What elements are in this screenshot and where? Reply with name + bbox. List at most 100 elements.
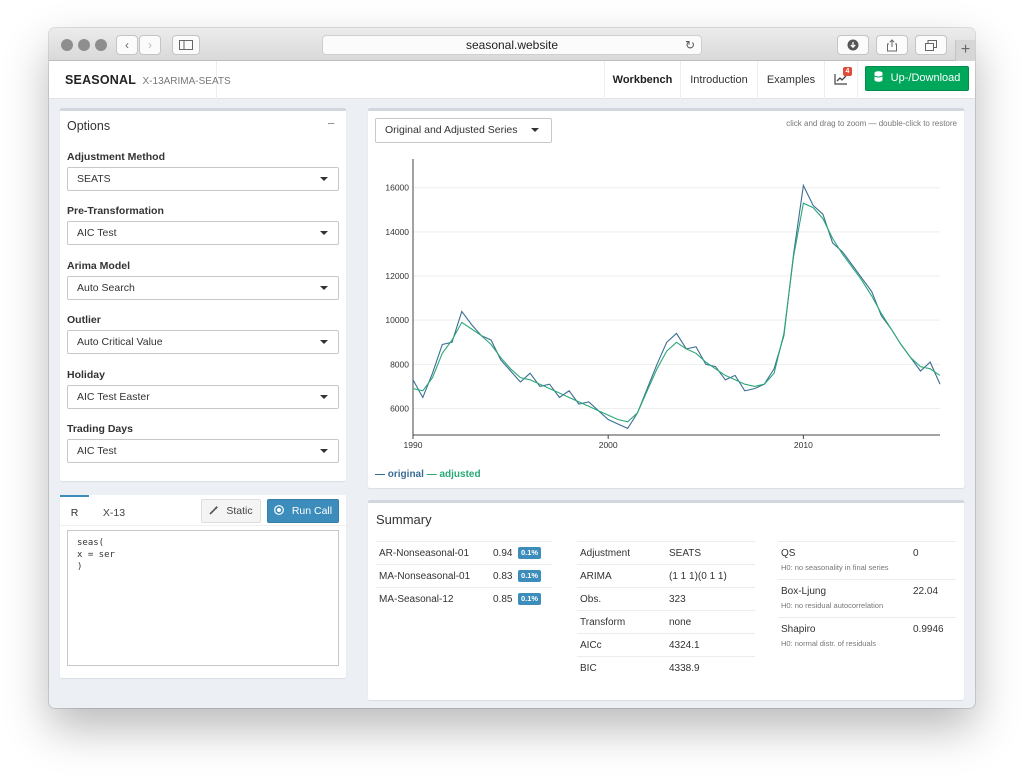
code-line: ) [77, 562, 83, 572]
legend-original: — original [375, 469, 424, 480]
forward-button[interactable]: › [139, 35, 161, 55]
updown-button[interactable]: Up-/Download [865, 66, 969, 91]
coef-row: MA-Seasonal-12 0.85 0.1% [376, 587, 552, 610]
close-window-icon[interactable] [61, 39, 73, 51]
options-panel: Options − Adjustment Method SEATS Pre-Tr… [60, 108, 346, 481]
arima-model-select[interactable]: Auto Search [67, 276, 339, 300]
model-row: Transform none [577, 610, 755, 633]
run-call-button[interactable]: Run Call [267, 499, 339, 523]
adjustment-method-label: Adjustment Method [67, 151, 165, 163]
tab-r[interactable]: R [60, 495, 89, 525]
coef-value: 0.94 [493, 548, 513, 559]
test-name: Shapiro [781, 624, 816, 635]
model-value: none [669, 617, 692, 628]
share-button[interactable] [876, 35, 908, 55]
tab-x13[interactable]: X-13 [102, 507, 126, 519]
code-editor[interactable]: seas( x = ser ) [67, 530, 339, 666]
test-value: 0 [913, 548, 919, 559]
pre-transformation-select[interactable]: AIC Test [67, 221, 339, 245]
adjustment-method-select[interactable]: SEATS [67, 167, 339, 191]
caret-down-icon [531, 128, 539, 132]
holiday-select[interactable]: AIC Test Easter [67, 385, 339, 409]
y-tick-label: 8000 [390, 359, 409, 369]
new-tab-button[interactable]: + [955, 40, 975, 61]
magic-wand-icon [209, 505, 219, 515]
model-name: Transform [580, 617, 626, 628]
trading-days-value: AIC Test [77, 445, 117, 457]
model-value: 4324.1 [669, 640, 700, 651]
tab-divider [60, 525, 346, 526]
static-button[interactable]: Static [201, 499, 261, 523]
coef-value: 0.85 [493, 594, 513, 605]
model-value: 323 [669, 594, 686, 605]
holiday-label: Holiday [67, 369, 105, 381]
model-value: 4338.9 [669, 663, 700, 674]
trading-days-select[interactable]: AIC Test [67, 439, 339, 463]
coef-row: MA-Nonseasonal-01 0.83 0.1% [376, 564, 552, 587]
coef-name: MA-Seasonal-12 [379, 594, 454, 605]
test-name: QS [781, 548, 796, 559]
call-toolbar: Static Run Call [60, 495, 346, 525]
brand-title: SEASONAL [65, 73, 137, 87]
caret-down-icon [320, 449, 328, 453]
caret-down-icon [320, 395, 328, 399]
brand[interactable]: SEASONAL X-13ARIMA-SEATS [49, 61, 231, 99]
downloads-button[interactable] [837, 35, 869, 55]
static-label: Static [226, 505, 253, 517]
holiday-value: AIC Test Easter [77, 391, 150, 403]
collapse-button[interactable]: − [327, 116, 335, 131]
brand-subtitle: X-13ARIMA-SEATS [142, 76, 231, 87]
y-tick-label: 12000 [385, 271, 409, 281]
nav-workbench[interactable]: Workbench [604, 61, 680, 99]
model-row: ARIMA (1 1 1)(0 1 1) [577, 564, 755, 587]
test-value: 22.04 [913, 586, 939, 597]
y-tick-label: 10000 [385, 315, 409, 325]
nav-examples[interactable]: Examples [757, 61, 824, 99]
outlier-select[interactable]: Auto Critical Value [67, 330, 339, 354]
model-row: Obs. 323 [577, 587, 755, 610]
back-button[interactable]: ‹ [116, 35, 138, 55]
arima-model-value: Auto Search [77, 282, 135, 294]
test-row: Shapiro H0: normal distr. of residuals 0… [778, 617, 956, 655]
address-bar[interactable]: seasonal.website ↻ [322, 35, 702, 55]
adjustment-method-value: SEATS [77, 173, 111, 185]
p-value-badge: 0.1% [518, 593, 542, 605]
chevron-right-icon: › [148, 38, 152, 52]
test-row: Box-Ljung H0: no residual autocorrelatio… [778, 579, 956, 617]
code-line: x = ser [77, 550, 115, 560]
plus-icon: + [960, 41, 971, 58]
model-row: Adjustment SEATS [577, 541, 755, 564]
play-circle-icon [273, 505, 284, 515]
reload-icon[interactable]: ↻ [684, 38, 695, 52]
browser-window: ‹ › seasonal.website ↻ + SEASONAL X-13AR… [49, 28, 975, 708]
series-chart[interactable]: 6000 8000 10000 12000 14000 16000 1990 2000 2010 [368, 151, 964, 481]
coef-name: AR-Nonseasonal-01 [379, 548, 470, 559]
model-row: AICc 4324.1 [577, 633, 755, 656]
chevron-left-icon: ‹ [125, 38, 129, 52]
coef-value: 0.83 [493, 571, 513, 582]
tabs-overview-button[interactable] [915, 35, 947, 55]
test-hypothesis: H0: no residual autocorrelation [781, 601, 884, 610]
url-text: seasonal.website [465, 38, 559, 52]
nav-notifications[interactable] [824, 61, 858, 99]
y-tick-label: 14000 [385, 227, 409, 237]
y-tick-label: 6000 [390, 404, 409, 414]
zoom-window-icon[interactable] [95, 39, 107, 51]
test-name: Box-Ljung [781, 586, 827, 597]
model-name: Adjustment [580, 548, 631, 559]
minimize-window-icon[interactable] [78, 39, 90, 51]
series-select[interactable]: Original and Adjusted Series [375, 118, 552, 143]
p-value-badge: 0.1% [518, 547, 542, 559]
coef-name: MA-Nonseasonal-01 [379, 571, 471, 582]
chart-legend: — original — adjusted [375, 469, 481, 480]
pre-transformation-value: AIC Test [77, 227, 117, 239]
pre-transformation-label: Pre-Transformation [67, 205, 164, 217]
model-name: Obs. [580, 594, 602, 605]
x-tick-label: 2010 [794, 440, 813, 450]
notification-badge: 4 [843, 67, 852, 76]
model-value: (1 1 1)(0 1 1) [669, 571, 727, 582]
sidebar-toggle-button[interactable] [172, 35, 200, 55]
nav-introduction[interactable]: Introduction [680, 61, 757, 99]
coef-row: AR-Nonseasonal-01 0.94 0.1% [376, 541, 552, 564]
model-name: AICc [580, 640, 602, 651]
